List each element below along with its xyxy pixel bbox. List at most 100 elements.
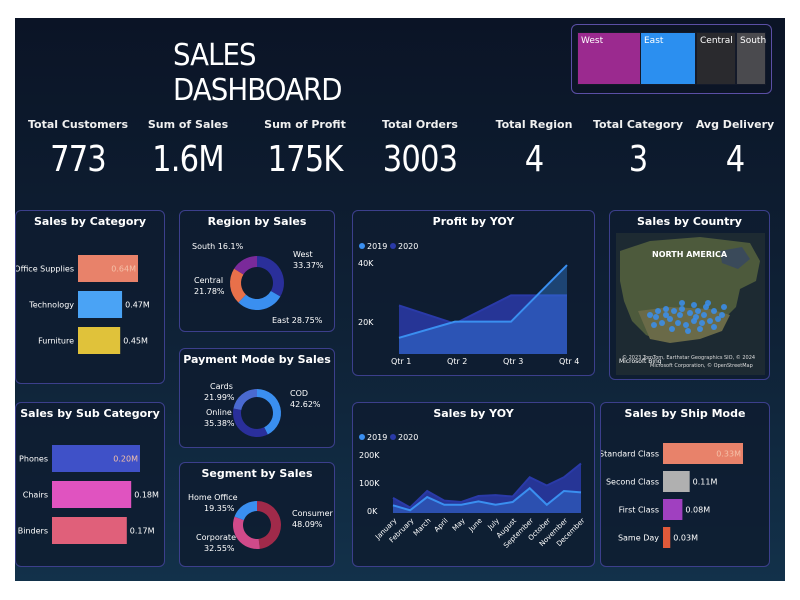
- x-tick-month: May: [451, 517, 467, 533]
- region-tile-south[interactable]: South: [736, 32, 766, 85]
- map-credit-line1: © 2023 TomTom, Earthstar Geographics SIO…: [622, 354, 755, 361]
- segment-donut: [233, 501, 281, 549]
- segment-donut-chart: Home Office 19.35% Corporate 32.55% Cons…: [188, 493, 334, 553]
- area-2020: [393, 463, 581, 513]
- panel-title: Sales by Category: [33, 215, 147, 228]
- sales-dot: [647, 312, 653, 318]
- region-tile-east[interactable]: East: [640, 32, 696, 85]
- panel-profit-yoy[interactable]: Profit by YOY 2019 2020 40K 20K Qtr 1 Qt…: [352, 210, 595, 376]
- y-tick: 200K: [359, 451, 380, 460]
- panel-sales-yoy[interactable]: Sales by YOY 2019 2020 200K 100K 0K Janu…: [352, 402, 595, 567]
- data-label: 0.03M: [673, 534, 698, 543]
- kpi-value: 3: [628, 139, 648, 180]
- label-cod: COD: [290, 389, 308, 398]
- kpi-value: 773: [50, 139, 107, 180]
- region-donut-chart: South 16.1% West 33.37% Central 21.78% E…: [192, 242, 324, 325]
- data-label: 0.64M: [111, 265, 136, 274]
- kpi-label: Sum of Profit: [264, 118, 346, 131]
- label-west-pct: 33.37%: [293, 261, 324, 270]
- region-tile-label: East: [644, 36, 664, 46]
- sales-dot: [691, 302, 697, 308]
- data-label: 0.08M: [685, 506, 710, 515]
- sales-yoy-chart: 2019 2020 200K 100K 0K JanuaryFebruaryMa…: [359, 433, 586, 550]
- kpi-label: Total Orders: [382, 118, 458, 131]
- category-label: Phones: [19, 455, 48, 464]
- kpi-total-category: Total Category 3: [583, 118, 693, 180]
- donut-slice: [230, 268, 246, 303]
- legend-2020: 2020: [398, 242, 418, 251]
- region-slicer[interactable]: West East Central South: [571, 24, 772, 94]
- bar-office-supplies: [78, 255, 138, 282]
- label-cards-pct: 21.99%: [204, 393, 235, 402]
- sales-dot: [685, 328, 691, 334]
- category-label: Furniture: [38, 337, 74, 346]
- sales-dot: [699, 320, 705, 326]
- panel-payment-mode[interactable]: Payment Mode by Sales Cards 21.99% Onlin…: [179, 348, 335, 448]
- bar-standard-class: [663, 443, 743, 464]
- sales-dot: [653, 314, 659, 320]
- line-2019: [398, 264, 568, 339]
- label-south: South 16.1%: [192, 242, 244, 251]
- region-tile-west[interactable]: West: [577, 32, 641, 85]
- donut-slice: [257, 501, 281, 549]
- sales-dot: [711, 324, 717, 330]
- donut-slice: [233, 389, 257, 410]
- panel-title: Payment Mode by Sales: [183, 353, 331, 366]
- map-credit-line2: Microsoft Corporation, © OpenStreetMap: [650, 362, 753, 369]
- bar-second-class: [663, 471, 690, 492]
- sales-dot: [679, 306, 685, 312]
- area-2020: [399, 295, 567, 354]
- map-visual[interactable]: NORTH AMERICA Microsoft Bing © 2023 TomT…: [610, 211, 771, 381]
- sales-dot: [683, 322, 689, 328]
- kpi-value: 4: [725, 139, 745, 180]
- profit-yoy-chart: 2019 2020 40K 20K Qtr 1 Qtr 2 Qtr 3 Qtr …: [358, 242, 579, 366]
- panel-sales-by-country[interactable]: Sales by Country NORTH AMERICA Microsoft…: [609, 210, 770, 380]
- bar-furniture: [78, 327, 121, 354]
- sales-dot: [679, 300, 685, 306]
- region-tile-label: Central: [700, 36, 733, 46]
- data-label: 0.11M: [693, 478, 718, 487]
- label-west: West: [293, 250, 313, 259]
- category-label: Standard Class: [601, 450, 659, 459]
- sales-dot: [671, 308, 677, 314]
- bar-binders: [52, 517, 127, 544]
- x-tick-month: April: [433, 517, 450, 534]
- sales-dot: [663, 312, 669, 318]
- sales-dot: [715, 316, 721, 322]
- payment-donut-chart: Cards 21.99% Online 35.38% COD 42.62%: [204, 382, 321, 437]
- sales-dot: [663, 306, 669, 312]
- y-tick: 0K: [367, 507, 378, 516]
- label-home-office: Home Office: [188, 493, 238, 502]
- sales-by-category-chart: Office Supplies 0.64M Technology 0.47M Furni…: [16, 255, 150, 354]
- line-2019: [392, 486, 582, 512]
- panel-ship-mode[interactable]: Sales by Ship Mode Standard Class 0.33M Se…: [600, 402, 770, 567]
- y-tick: 100K: [359, 479, 380, 488]
- payment-donut: [233, 389, 281, 437]
- panel-title: Sales by Country: [637, 215, 742, 228]
- bar-technology: [78, 291, 123, 318]
- label-consumer-pct: 48.09%: [292, 520, 323, 529]
- kpi-sum-of-sales: Sum of Sales 1.6M: [133, 118, 243, 180]
- panel-segment[interactable]: Segment by Sales Home Office 19.35% Corp…: [179, 462, 335, 567]
- label-central-pct: 21.78%: [194, 287, 225, 296]
- region-tile-label: South: [740, 36, 767, 46]
- donut-slice: [234, 501, 257, 521]
- y-tick: 20K: [358, 318, 374, 327]
- x-tick: Qtr 2: [447, 357, 467, 366]
- panel-region-by-sales[interactable]: Region by Sales South 16.1% West 33.37% …: [179, 210, 335, 332]
- label-home-office-pct: 19.35%: [204, 504, 235, 513]
- line-2020: [398, 294, 567, 325]
- label-online-pct: 35.38%: [204, 419, 235, 428]
- data-label: 0.47M: [125, 301, 150, 310]
- x-tick-month: June: [467, 517, 484, 534]
- data-label: 0.33M: [716, 450, 741, 459]
- panel-sales-by-sub-category[interactable]: Sales by Sub Category Phones 0.20M Chairs 0…: [15, 402, 165, 567]
- category-label: Same Day: [618, 534, 659, 543]
- panel-sales-by-category[interactable]: Sales by Category Office Supplies 0.64M Te…: [15, 210, 165, 384]
- kpi-total-customers: Total Customers 773: [23, 118, 133, 180]
- donut-slice: [238, 291, 281, 310]
- sales-dot: [697, 326, 703, 332]
- kpi-sum-of-profit: Sum of Profit 175K: [250, 118, 360, 180]
- region-tile-central[interactable]: Central: [696, 32, 736, 85]
- legend-2019-marker: [359, 434, 365, 440]
